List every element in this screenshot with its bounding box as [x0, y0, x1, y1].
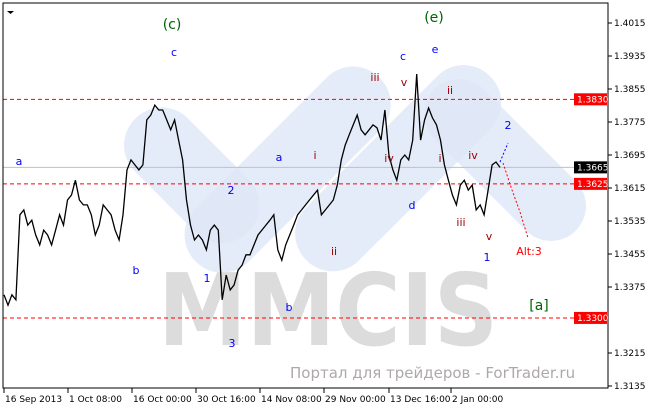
triangle-down-icon[interactable]: [7, 11, 14, 14]
svg-text:MMCIS: MMCIS: [158, 252, 498, 369]
plot-border: [2, 2, 609, 389]
wave-label: i: [438, 152, 441, 165]
y-tick-label: 1.3615: [614, 184, 646, 194]
wave-label: i: [313, 149, 316, 162]
wave-label: (c): [163, 17, 182, 33]
level-price-tag-label: 1.3830: [577, 95, 609, 105]
watermark-text: Портал для трейдеров - ForTrader.ru: [290, 364, 575, 382]
wave-label: 2: [505, 119, 512, 132]
y-tick-label: 1.3215: [614, 349, 646, 359]
x-tick-label: 29 Nov 00:00: [325, 395, 386, 405]
wave-label: ii: [331, 245, 337, 258]
current-price-tag: [574, 161, 607, 174]
x-tick-label: 30 Oct 16:00: [197, 395, 256, 405]
wave-label: iii: [456, 216, 465, 229]
wave-label: Alt:3: [516, 245, 542, 258]
y-tick-label: 1.3455: [614, 250, 646, 260]
y-tick-label: 1.3775: [614, 118, 646, 128]
wave-label: c: [171, 46, 177, 59]
x-tick-label: 2 Jan 00:00: [452, 395, 504, 405]
y-tick-label: 1.3935: [614, 52, 646, 62]
level-price-tag: [574, 93, 607, 106]
wave-label: iv: [384, 152, 394, 165]
y-tick-label: 1.3855: [614, 85, 646, 95]
x-tick-label: 16 Oct 00:00: [133, 395, 192, 405]
wave-label: 1: [484, 251, 491, 264]
wave-label: a: [276, 151, 283, 164]
y-tick-label: 1.3375: [614, 283, 646, 293]
x-tick-label: 13 Dec 16:00: [390, 395, 451, 405]
price-line: [3, 74, 501, 308]
y-tick-label: 1.3695: [614, 151, 646, 161]
current-price-tag-label: 1.3665: [577, 163, 609, 173]
wave-label: 3: [229, 337, 236, 350]
y-tick-label: 1.4015: [614, 19, 646, 29]
wave-label: c: [400, 50, 406, 63]
wave-label: v: [401, 76, 408, 89]
wave-label: iii: [370, 71, 379, 84]
forecast-main: [499, 142, 509, 163]
level-price-tag-label: 1.3300: [577, 314, 609, 324]
y-tick-label: 1.3135: [614, 382, 646, 392]
forecast-alt: [502, 162, 529, 239]
mmcis-logo-watermark: MMCIS: [124, 65, 586, 369]
wave-label: b: [133, 264, 140, 277]
wave-label: v: [486, 230, 493, 243]
wave-label: iv: [468, 149, 478, 162]
x-tick-label: 16 Sep 2013: [5, 395, 62, 405]
wave-label: [a]: [529, 298, 549, 314]
wave-label: 2: [228, 184, 235, 197]
wave-label: b: [286, 301, 293, 314]
wave-label: a: [16, 155, 23, 168]
y-tick-label: 1.3535: [614, 217, 646, 227]
wave-label: ii: [447, 84, 453, 97]
x-tick-label: 14 Nov 08:00: [261, 395, 322, 405]
level-price-tag-label: 1.3625: [577, 180, 609, 190]
wave-label: 1: [204, 272, 211, 285]
x-tick-label: 1 Oct 08:00: [69, 395, 122, 405]
level-price-tag: [574, 311, 607, 324]
wave-label: (e): [424, 10, 444, 26]
wave-label: e: [432, 43, 439, 56]
wave-label: d: [409, 199, 416, 212]
level-price-tag: [574, 177, 607, 190]
